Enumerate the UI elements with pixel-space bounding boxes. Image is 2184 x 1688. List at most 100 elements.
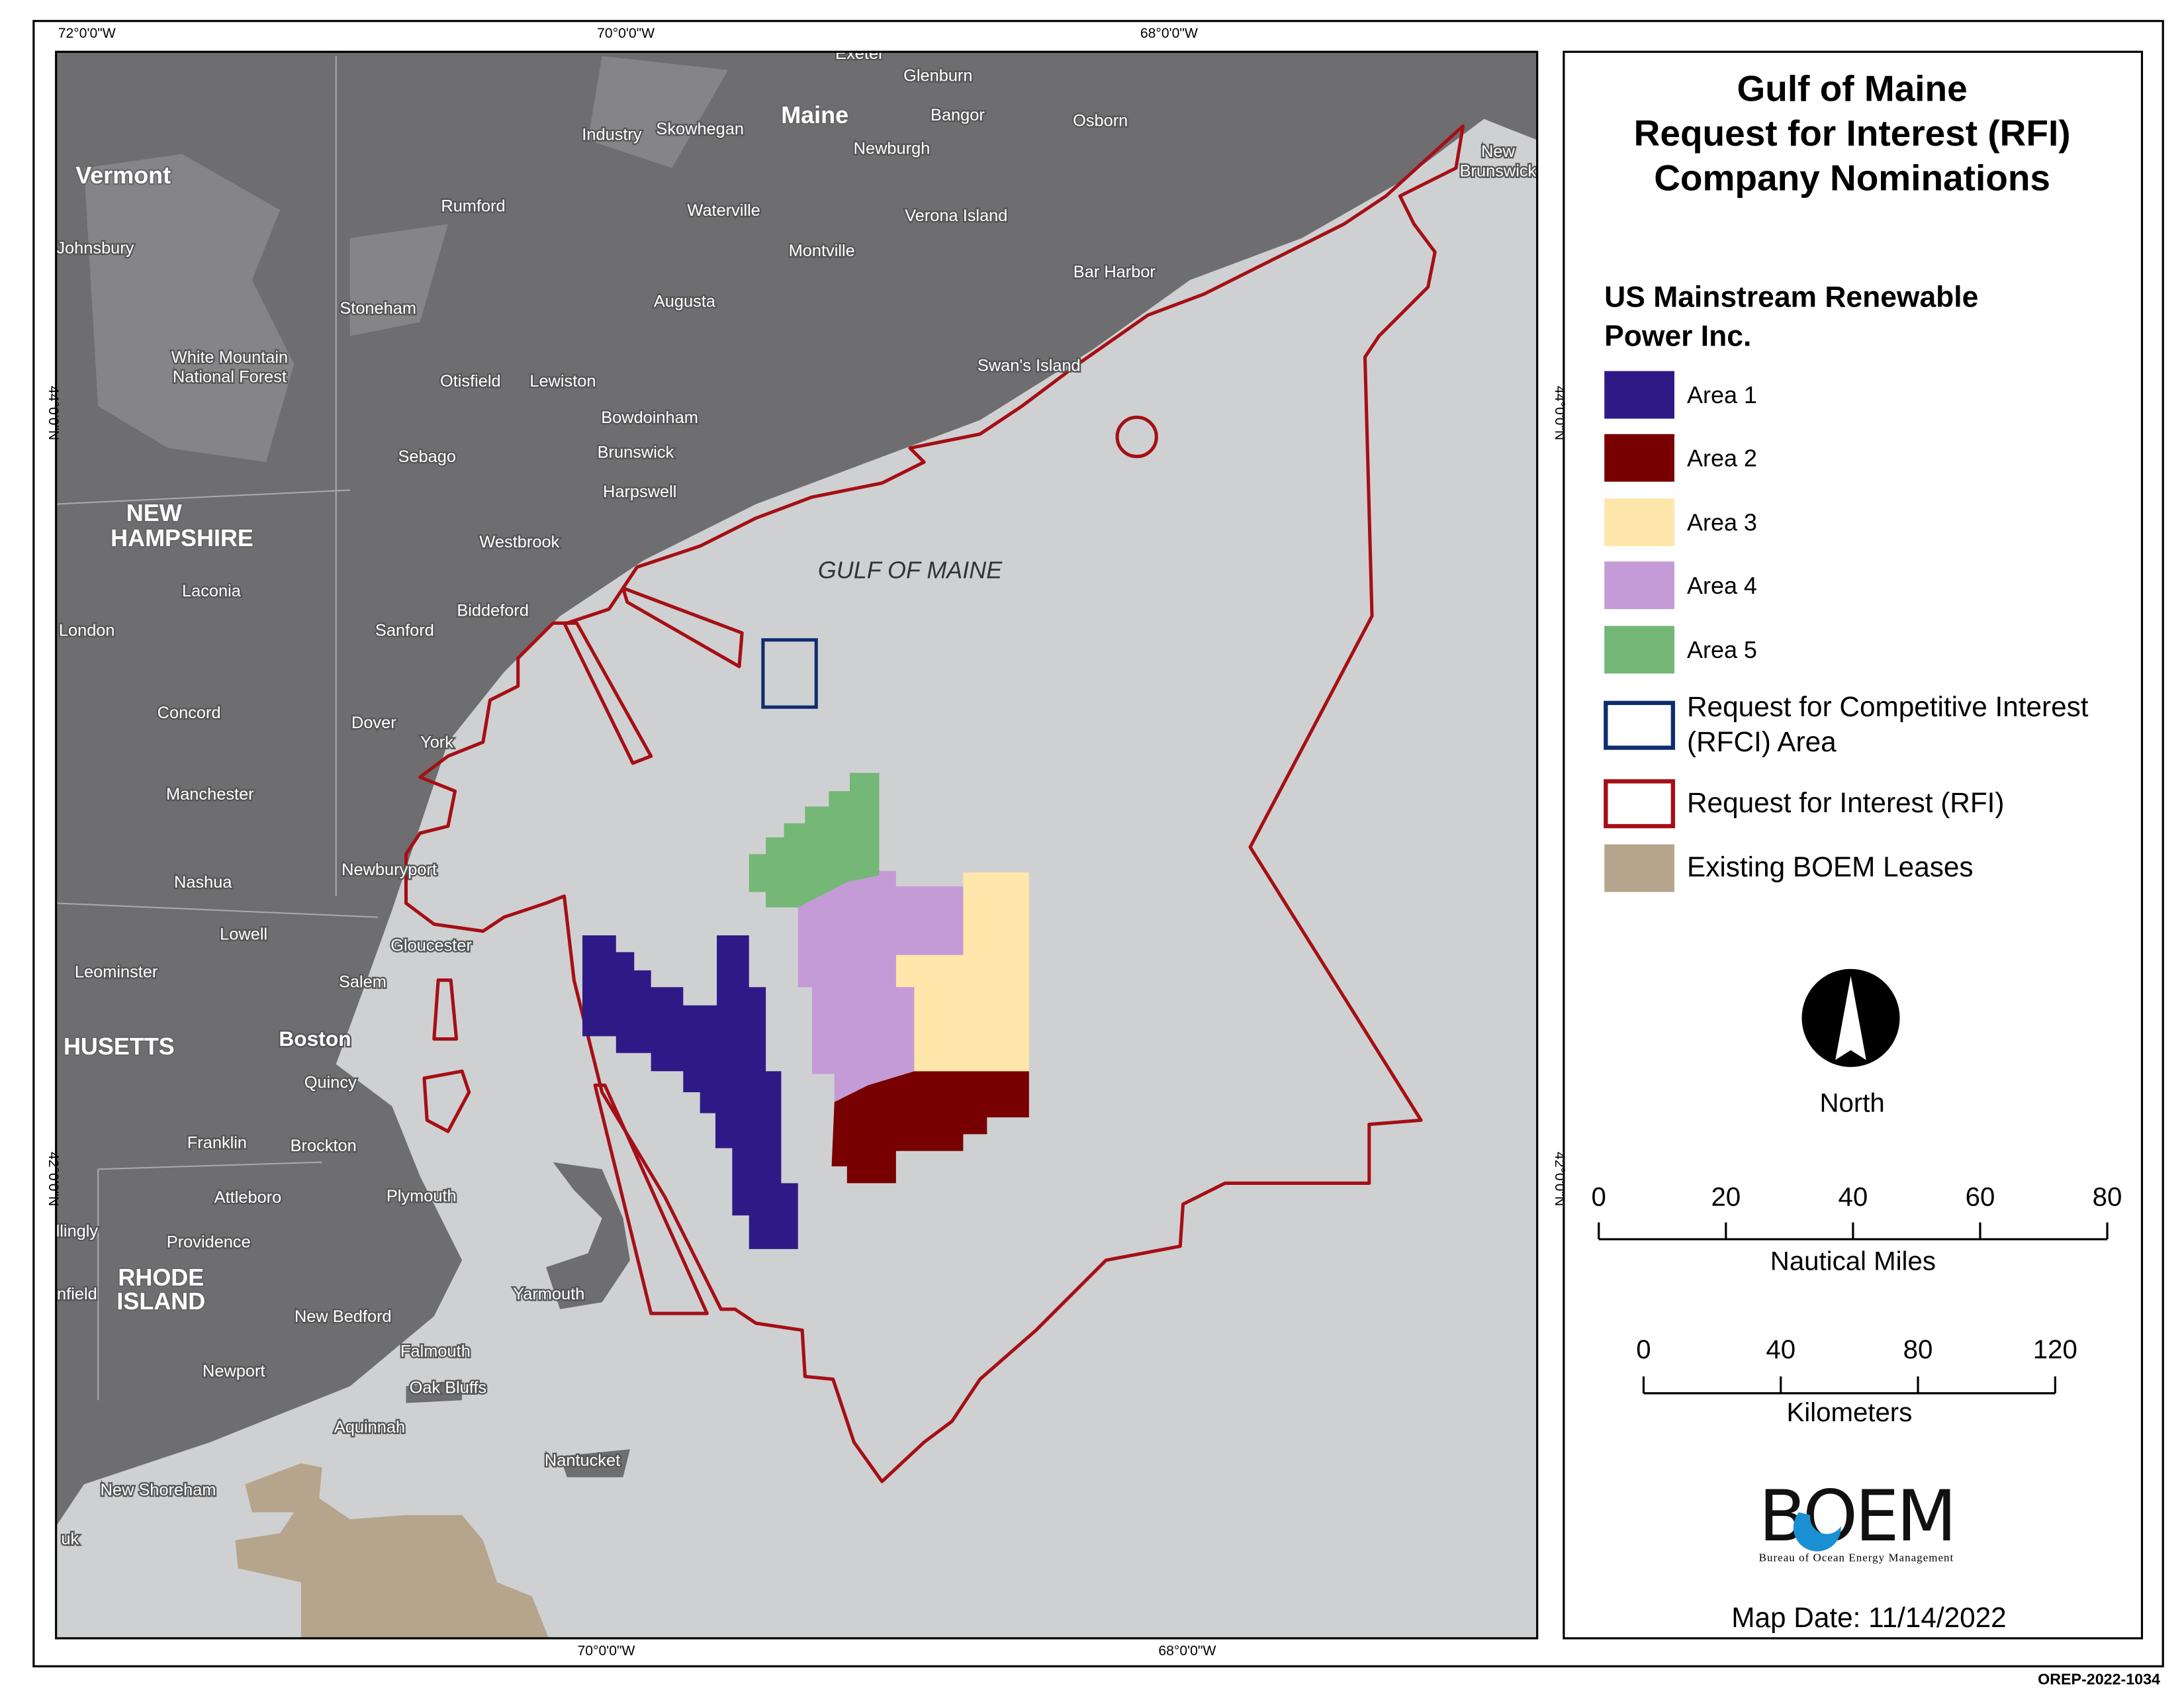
outer-frame <box>32 20 2164 1667</box>
place-label: Sebago <box>398 447 456 466</box>
place-label: Plymouth <box>387 1187 457 1205</box>
legend-label: Area 5 <box>1687 636 1757 663</box>
place-label: New Shoreham <box>101 1481 216 1499</box>
rfci-area <box>761 638 818 709</box>
place-label: New <box>1481 142 1515 161</box>
scale-tick-label: 0 <box>1636 1335 1651 1364</box>
place-label: Brockton <box>291 1137 357 1155</box>
legend-label: Area 2 <box>1687 444 1757 471</box>
graticule-label: 44°0'0"N <box>46 386 61 440</box>
legend-swatch <box>1604 371 1674 419</box>
boem-logo-swirl <box>1793 1512 1841 1552</box>
graticule-label: 70°0'0"W <box>597 26 655 41</box>
map-title: Gulf of Maine <box>1737 68 1968 109</box>
place-label: New Bedford <box>295 1307 392 1326</box>
agency-logo: BOEM <box>1758 1476 1954 1557</box>
state-label: HUSETTS <box>64 1033 175 1060</box>
place-label: Falmouth <box>400 1342 471 1361</box>
place-label: Biddeford <box>457 602 529 620</box>
graticule-label: 44°0'0"N <box>1552 386 1567 440</box>
state-label: HAMPSHIRE <box>111 524 253 551</box>
place-label: Swan's Island <box>978 357 1081 375</box>
graticule-label: 70°0'0"W <box>577 1643 635 1658</box>
place-label: Rumford <box>441 197 505 215</box>
legend-swatch <box>1604 626 1674 674</box>
rfi-outline <box>432 978 459 1041</box>
rfi-outline <box>562 621 653 765</box>
place-label: Manchester <box>166 785 254 804</box>
place-label: Augusta <box>654 292 716 310</box>
state-label: NEW <box>126 499 182 526</box>
place-label: Oak Bluffs <box>410 1379 487 1397</box>
place-label: Bowdoinham <box>601 408 698 427</box>
place-label: Nantucket <box>545 1452 620 1470</box>
place-label: White Mountain <box>171 348 288 367</box>
north-arrow <box>1835 976 1866 1060</box>
place-label: Aquinnah <box>334 1418 405 1436</box>
scale-tick-label: 20 <box>1711 1182 1741 1211</box>
scale-tick-label: 80 <box>2093 1182 2122 1211</box>
place-label: llingly <box>56 1222 99 1241</box>
legend-label: Area 4 <box>1687 572 1757 599</box>
place-label: London <box>59 621 115 639</box>
map-frame <box>55 50 1539 1640</box>
scale-unit: Nautical Miles <box>1770 1246 1936 1276</box>
place-label: Montville <box>789 242 855 260</box>
place-label: Dover <box>351 714 396 732</box>
place-label: York <box>420 733 453 752</box>
place-label: Attleboro <box>214 1188 282 1207</box>
place-label: Providence <box>167 1233 251 1252</box>
state-borders <box>56 56 379 1401</box>
place-label: Franklin <box>187 1134 247 1152</box>
company-name: US Mainstream Renewable <box>1604 281 1978 313</box>
map-date: Map Date: 11/14/2022 <box>1731 1602 2006 1633</box>
legend-label: Request for Interest (RFI) <box>1687 787 2005 818</box>
legend-swatch <box>1604 779 1676 829</box>
scale-unit: Kilometers <box>1786 1397 1912 1427</box>
document-id: OREP-2022-1034 <box>2038 1671 2160 1688</box>
place-label: Yarmouth <box>513 1285 584 1303</box>
nomination-area <box>749 773 880 908</box>
place-label: uk <box>61 1530 79 1548</box>
map-title: Request for Interest (RFI) <box>1634 113 2071 154</box>
rfi-outline <box>621 586 744 669</box>
place-label: Laconia <box>182 582 242 600</box>
cape-and-islands <box>406 1162 630 1477</box>
place-label: Bar Harbor <box>1073 263 1156 281</box>
place-label: Glenburn <box>903 67 972 85</box>
scale-tick-label: 80 <box>1903 1335 1933 1364</box>
place-label: Sanford <box>375 621 434 639</box>
place-label: Verona Island <box>905 207 1007 225</box>
state-label: Maine <box>781 101 848 128</box>
place-label: Newburyport <box>341 861 437 879</box>
legend-label: (RFCI) Area <box>1687 726 1837 757</box>
scale-tick-label: 120 <box>2033 1335 2077 1364</box>
place-label: Newport <box>203 1362 265 1380</box>
place-label: Westbrook <box>479 533 559 551</box>
place-label: Johnsbury <box>56 239 134 258</box>
place-label: Exeter <box>835 44 884 63</box>
graticule-label: 68°0'0"W <box>1158 1643 1216 1658</box>
place-label: Brunswick <box>1460 162 1537 181</box>
map-title: Company Nominations <box>1654 158 2050 199</box>
scale-tick-label: 40 <box>1766 1335 1796 1364</box>
place-label: National Forest <box>173 367 287 386</box>
place-label: nfield <box>57 1285 97 1303</box>
place-label: Brunswick <box>598 444 674 462</box>
legend-swatch <box>1604 434 1674 482</box>
rfi-outline <box>1115 415 1158 459</box>
place-label: Nashua <box>174 873 232 892</box>
scale-tick-label: 60 <box>1966 1182 1995 1211</box>
place-label: Lowell <box>220 925 267 943</box>
company-name: Power Inc. <box>1604 320 1751 352</box>
place-label: Osborn <box>1073 111 1128 130</box>
legend-swatch <box>1604 844 1674 892</box>
place-label: Harpswell <box>603 483 676 501</box>
place-label: Skowhegan <box>656 120 744 138</box>
scale-tick-label: 0 <box>1592 1182 1606 1211</box>
